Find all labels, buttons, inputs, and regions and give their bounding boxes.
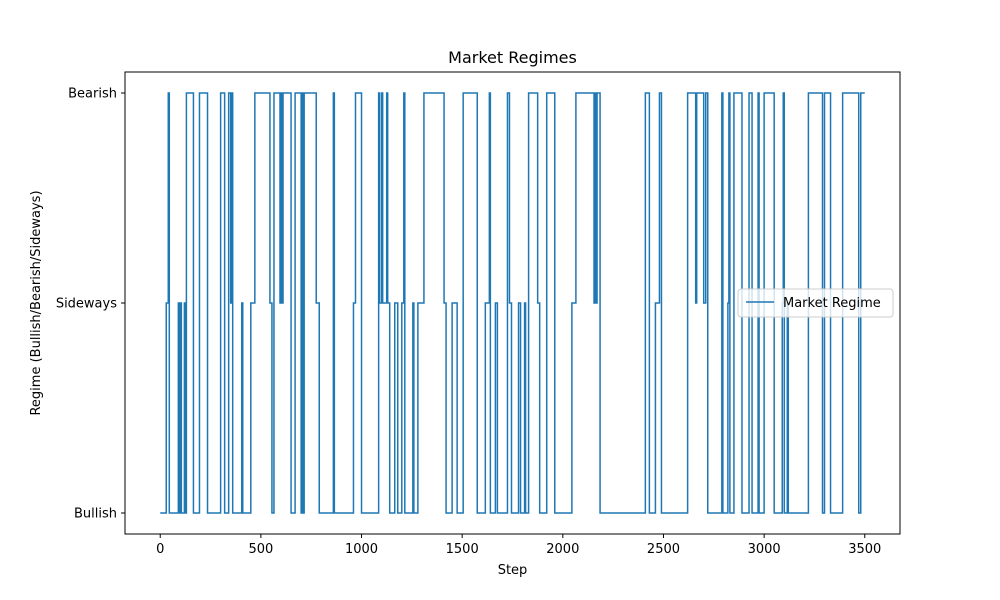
y-axis: Bullish Sideways Bearish — [56, 87, 125, 522]
x-tick-label: 2500 — [647, 542, 680, 557]
x-axis-title: Step — [498, 563, 528, 578]
x-tick-label: 500 — [248, 542, 273, 557]
y-axis-title: Regime (Bullish/Bearish/Sideways) — [29, 190, 44, 415]
series-line-market-regime — [160, 92, 865, 514]
y-tick-label: Bullish — [74, 507, 117, 522]
x-axis: 0 500 1000 1500 2000 2500 3000 3500 — [156, 534, 881, 557]
legend-box — [737, 288, 894, 318]
chart-title: Market Regimes — [448, 48, 577, 67]
legend: Market Regime — [737, 288, 894, 318]
x-tick-label: 1000 — [345, 542, 378, 557]
y-tick-label: Bearish — [68, 87, 117, 102]
x-tick-label: 0 — [156, 542, 164, 557]
legend-label-market-regime: Market Regime — [783, 296, 881, 311]
x-tick-label: 3000 — [748, 542, 781, 557]
x-tick-label: 2000 — [546, 542, 579, 557]
x-tick-label: 3500 — [848, 542, 881, 557]
y-tick-label: Sideways — [56, 297, 117, 312]
x-tick-label: 1500 — [446, 542, 479, 557]
